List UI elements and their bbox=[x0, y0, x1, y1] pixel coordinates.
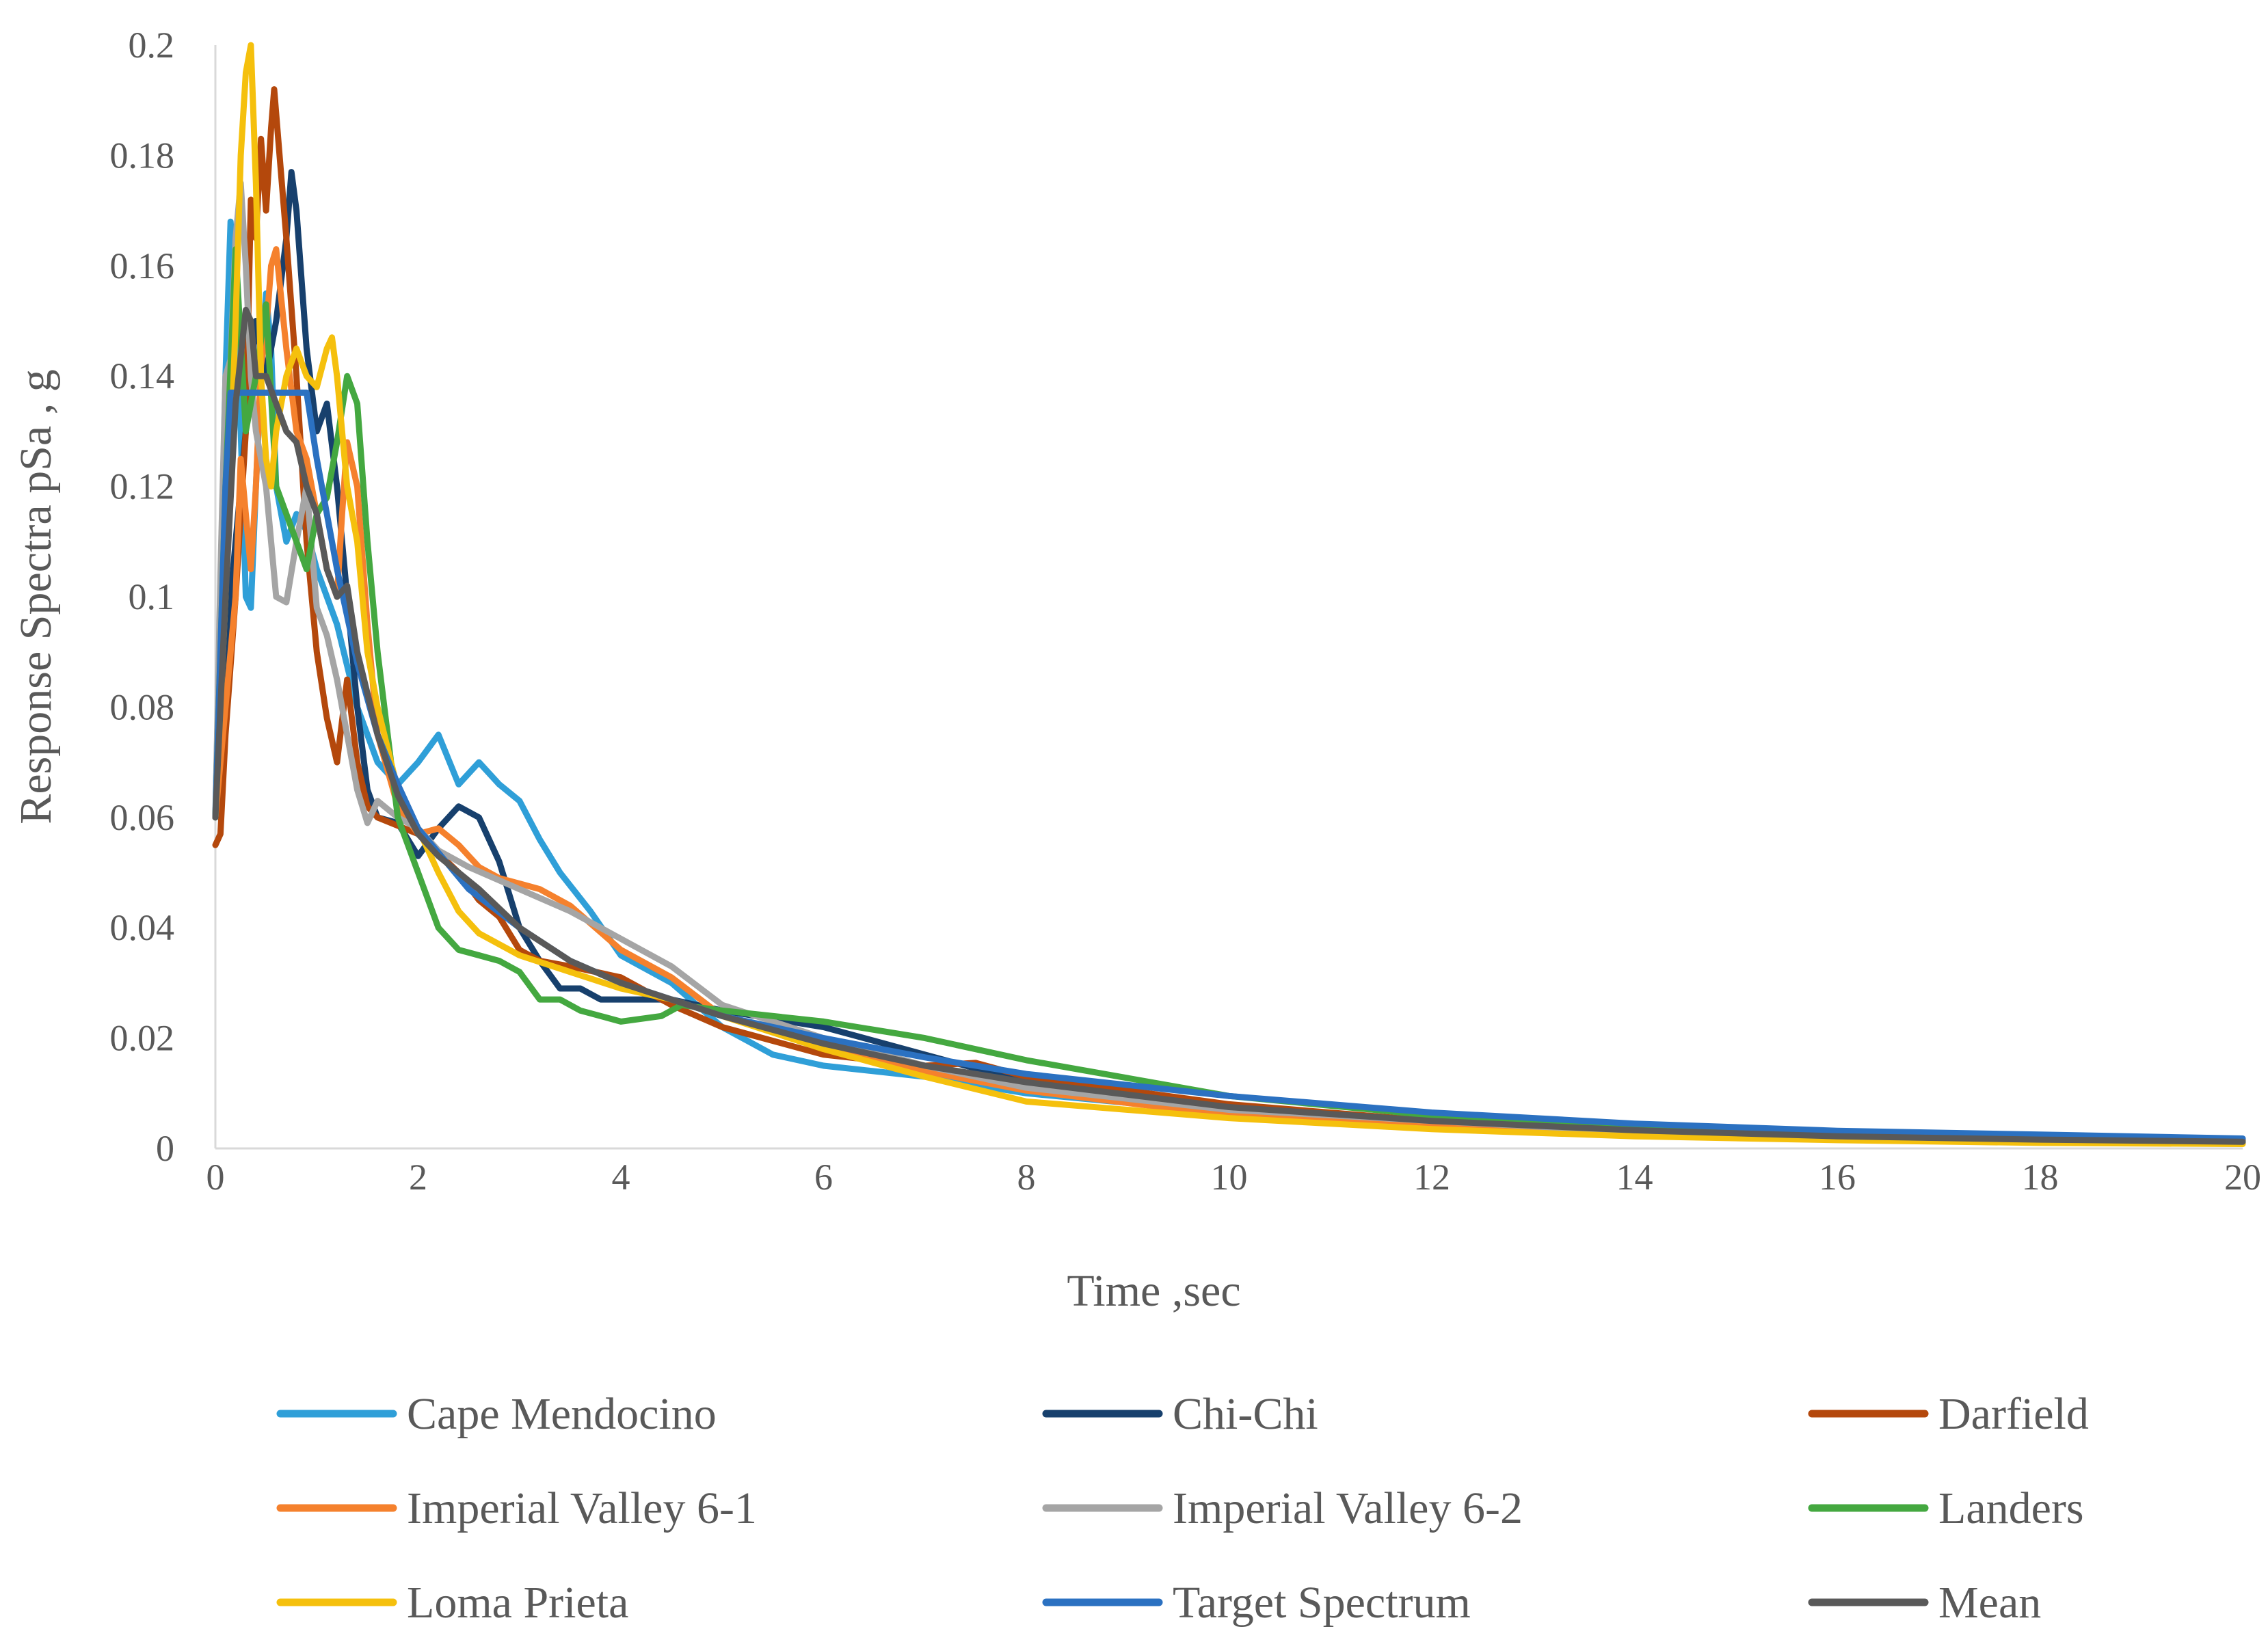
legend-item: Mean bbox=[1808, 1578, 2041, 1628]
legend-item: Imperial Valley 6-2 bbox=[1042, 1483, 1523, 1533]
legend-label: Target Spectrum bbox=[1173, 1578, 1471, 1628]
y-tick-label: 0.2 bbox=[129, 25, 175, 66]
y-tick-label: 0 bbox=[156, 1128, 174, 1169]
series-line-target-spectrum bbox=[212, 389, 2246, 1142]
y-tick-label: 0.04 bbox=[110, 907, 175, 948]
legend-item: Loma Prieta bbox=[276, 1578, 628, 1628]
series-lines bbox=[212, 42, 2246, 1147]
plot-area: 00.020.040.060.080.10.120.140.160.180.2 … bbox=[110, 25, 2262, 1198]
x-tick-label: 4 bbox=[612, 1157, 630, 1198]
x-tick-label: 10 bbox=[1211, 1157, 1248, 1198]
legend-item: Chi-Chi bbox=[1042, 1389, 1318, 1439]
y-tick-label: 0.18 bbox=[110, 135, 175, 176]
y-tick-label: 0.16 bbox=[110, 245, 175, 286]
y-axis-title: Response Spectra pSa , g bbox=[11, 369, 61, 824]
y-tick-label: 0.1 bbox=[129, 576, 175, 617]
x-tick-label: 18 bbox=[2022, 1157, 2059, 1198]
x-tick-label: 12 bbox=[1413, 1157, 1450, 1198]
y-tick-label: 0.02 bbox=[110, 1018, 175, 1059]
x-axis-title: Time ,sec bbox=[1067, 1266, 1240, 1316]
legend-label: Cape Mendocino bbox=[407, 1389, 717, 1439]
legend-item: Target Spectrum bbox=[1042, 1578, 1471, 1628]
x-tick-labels: 0 2 4 6 8 10 12 14 16 18 20 bbox=[206, 1157, 2262, 1198]
x-tick-label: 8 bbox=[1017, 1157, 1036, 1198]
legend-item: Darfield bbox=[1808, 1389, 2089, 1439]
y-tick-label: 0.14 bbox=[110, 355, 175, 396]
series-line-imperial-valley-6-2 bbox=[212, 180, 2246, 1145]
y-tick-labels: 0 0.02 0.04 0.06 0.08 0.1 0.12 0.14 0.16 0.18 0.2 bbox=[110, 25, 175, 1169]
series-line-cape-mendocino bbox=[212, 218, 2246, 1146]
x-tick-label: 0 bbox=[206, 1157, 225, 1198]
x-tick-label: 16 bbox=[1819, 1157, 1856, 1198]
legend-item: Landers bbox=[1808, 1483, 2084, 1533]
series-line-darfield bbox=[212, 86, 2246, 1144]
y-tick-label: 0.06 bbox=[110, 797, 175, 838]
legend-label: Darfield bbox=[1938, 1389, 2089, 1439]
series-line-loma-prieta bbox=[212, 42, 2246, 1147]
legend-label: Imperial Valley 6-1 bbox=[407, 1483, 757, 1533]
legend-item: Cape Mendocino bbox=[276, 1389, 717, 1439]
x-tick-label: 2 bbox=[409, 1157, 427, 1198]
y-tick-label: 0.12 bbox=[110, 466, 175, 507]
series-line-landers bbox=[212, 246, 2246, 1145]
series-line-chi-chi bbox=[212, 169, 2246, 1144]
series-line-imperial-valley-6-1 bbox=[212, 246, 2246, 1146]
x-tick-label: 14 bbox=[1616, 1157, 1653, 1198]
y-tick-label: 0.08 bbox=[110, 686, 175, 727]
legend-label: Mean bbox=[1938, 1578, 2041, 1628]
legend-item: Imperial Valley 6-1 bbox=[276, 1483, 757, 1533]
x-tick-label: 6 bbox=[814, 1157, 833, 1198]
series-line-mean bbox=[212, 306, 2246, 1145]
legend-label: Chi-Chi bbox=[1173, 1389, 1318, 1439]
legend-label: Loma Prieta bbox=[407, 1578, 628, 1628]
legend-label: Landers bbox=[1938, 1483, 2084, 1533]
legend-label: Imperial Valley 6-2 bbox=[1173, 1483, 1523, 1533]
x-tick-label: 20 bbox=[2224, 1157, 2261, 1198]
legend: Cape Mendocino Chi-Chi Darfield Imperial Va… bbox=[276, 1389, 2089, 1628]
